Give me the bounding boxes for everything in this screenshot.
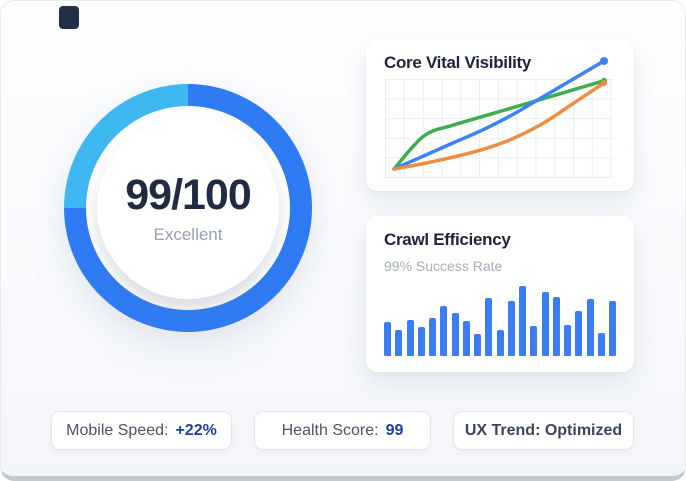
score-gauge-center: 99/100 Excellent [64, 84, 312, 332]
bar-chart [384, 284, 616, 356]
bar [586, 298, 594, 356]
orange-series-line [392, 81, 606, 171]
mobile-speed-label: Mobile Speed: [66, 421, 169, 439]
bar [597, 332, 605, 356]
bar [406, 319, 414, 356]
health-score-pill[interactable]: Health Score: 99 [254, 411, 431, 450]
health-score-label: Health Score: [281, 421, 379, 439]
bar [395, 330, 403, 356]
score-label: Excellent [153, 225, 223, 244]
orange-series-end-dot [601, 80, 607, 87]
ux-trend-label: UX Trend: Optimized [464, 421, 623, 439]
blue-series-end-dot [600, 56, 608, 65]
mobile-speed-pill[interactable]: Mobile Speed: +22% [51, 411, 232, 450]
bar [451, 313, 459, 356]
line-chart [392, 56, 608, 171]
green-series-line [392, 79, 606, 171]
bar [485, 297, 493, 356]
score-gauge-track [97, 117, 279, 299]
bar [474, 333, 481, 356]
crawl-efficiency-title: Crawl Efficiency [384, 230, 511, 249]
bar [575, 311, 583, 356]
bar [564, 324, 571, 356]
bar [440, 306, 448, 356]
ux-trend-pill[interactable]: UX Trend: Optimized [453, 411, 634, 450]
crawl-efficiency-card: Crawl Efficiency 99% Success Rate [366, 216, 634, 372]
health-score-value: 99 [385, 421, 404, 439]
bar [541, 291, 549, 356]
bar [417, 327, 425, 356]
bar [462, 321, 470, 356]
blue-series-line [392, 59, 606, 171]
line-chart-grid [385, 79, 613, 178]
core-vital-visibility-title: Core Vital Visibility [384, 53, 532, 72]
score-gauge-ring: 99/100 Excellent [64, 84, 312, 332]
score-value: 99/100 [125, 171, 252, 219]
bar [429, 318, 436, 356]
mobile-speed-value: +22% [175, 421, 217, 439]
bar [507, 301, 515, 356]
bar [519, 286, 526, 356]
bar [496, 330, 504, 356]
bar [609, 300, 616, 356]
logo-mark [59, 6, 79, 29]
bar [530, 325, 538, 356]
bar [384, 322, 391, 356]
crawl-efficiency-subtitle: 99% Success Rate [384, 258, 503, 274]
bar [552, 297, 560, 356]
core-vital-visibility-card: Core Vital Visibility [366, 39, 634, 191]
